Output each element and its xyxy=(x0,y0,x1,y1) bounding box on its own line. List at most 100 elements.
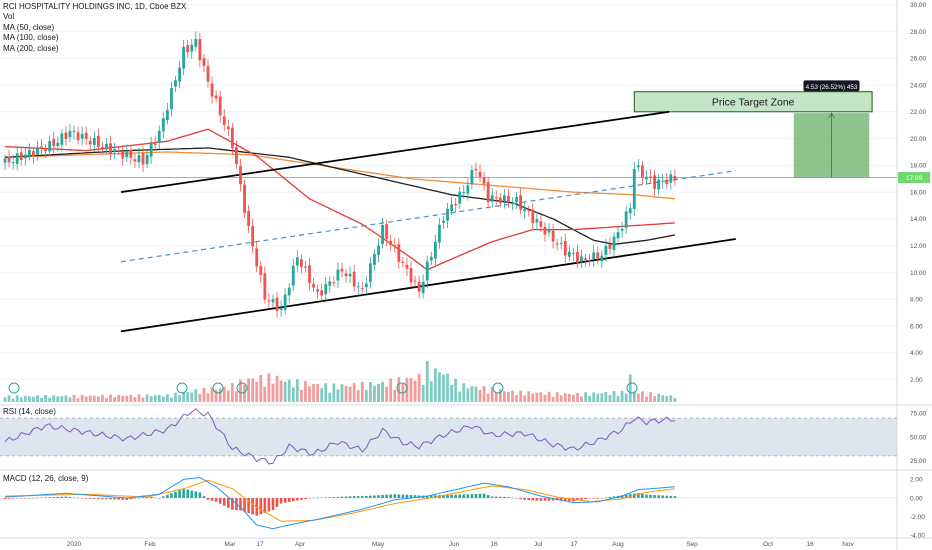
macd-histogram-bar xyxy=(661,495,665,498)
price-tick-label: 18.00 xyxy=(910,163,927,170)
channel-upper-line[interactable] xyxy=(120,110,670,194)
volume-bar xyxy=(283,381,287,402)
event-marker-icon[interactable] xyxy=(492,382,504,394)
volume-bar xyxy=(612,391,616,402)
volume-bar xyxy=(88,395,92,402)
last-price-badge xyxy=(898,172,930,184)
macd-histogram-bar xyxy=(64,496,68,498)
macd-histogram-bar xyxy=(117,497,120,500)
volume-bar xyxy=(210,387,214,402)
volume-bar xyxy=(442,374,445,402)
macd-histogram-bar xyxy=(263,497,267,513)
candle-body xyxy=(413,280,417,282)
candle-body xyxy=(243,184,246,213)
candle-body xyxy=(632,169,636,210)
last-price-badge-label: 17.09 xyxy=(906,175,923,182)
volume-bar xyxy=(624,393,628,402)
macd-histogram-bar xyxy=(15,497,19,499)
volume-bar xyxy=(198,394,202,402)
candle-body xyxy=(628,208,632,214)
channel-lower-line[interactable] xyxy=(120,238,736,333)
macd-histogram-bar xyxy=(56,496,60,498)
volume-bar xyxy=(604,392,608,402)
macd-histogram-bar xyxy=(624,494,628,498)
price-tick-label: 8.00 xyxy=(910,297,923,304)
candle-body xyxy=(178,67,181,82)
candle-body xyxy=(7,156,11,163)
price-tick-label: 14.00 xyxy=(910,216,927,223)
macd-histogram-bar xyxy=(413,495,417,498)
macd-histogram-bar xyxy=(149,497,153,498)
volume-histogram xyxy=(3,360,677,402)
volume-bar xyxy=(494,392,498,402)
volume-bar xyxy=(141,397,145,402)
volume-bar xyxy=(628,374,632,402)
candle-body xyxy=(588,260,592,262)
event-marker-icon[interactable] xyxy=(626,382,638,394)
candle-body xyxy=(624,211,628,228)
volume-bar xyxy=(182,391,186,402)
date-tick-label: 2020 xyxy=(67,541,82,548)
price-tick-label: 22.00 xyxy=(910,109,927,116)
macd-histogram-bar xyxy=(657,495,660,498)
candle-body xyxy=(320,290,324,296)
macd-histogram-bar xyxy=(24,497,27,499)
volume-bar xyxy=(80,394,84,402)
candle-body xyxy=(474,168,478,171)
event-marker-icon[interactable] xyxy=(8,382,20,394)
volume-bar xyxy=(255,381,259,402)
volume-bar xyxy=(482,386,486,402)
candle-body xyxy=(421,281,425,294)
macd-histogram-bar xyxy=(308,497,311,499)
price-target-zone-box[interactable] xyxy=(633,91,873,113)
volume-bar xyxy=(352,383,356,402)
candle-body xyxy=(60,133,64,145)
macd-histogram-bar xyxy=(198,492,202,498)
macd-histogram-bar xyxy=(377,495,380,498)
price-channel[interactable] xyxy=(120,110,736,333)
price-tick-label: 6.00 xyxy=(910,323,923,330)
macd-histogram-bar xyxy=(28,497,31,499)
volume-bar xyxy=(76,398,80,402)
legend-ma50: MA (50, close) xyxy=(3,22,55,32)
volume-bar xyxy=(539,392,543,402)
candle-body xyxy=(442,220,445,223)
candle-body xyxy=(299,259,303,267)
price-tick-label: 30.00 xyxy=(910,2,927,9)
measure-tag xyxy=(803,80,860,92)
volume-bar xyxy=(11,398,15,402)
candle-body xyxy=(563,241,567,256)
event-marker-icon[interactable] xyxy=(212,382,224,394)
volume-bar xyxy=(222,386,226,402)
candle-body xyxy=(389,240,393,245)
event-marker-icon[interactable] xyxy=(396,382,408,394)
volume-bar xyxy=(397,377,401,402)
channel-midline[interactable] xyxy=(120,170,736,263)
macd-histogram-bar xyxy=(547,497,551,501)
macd-histogram-bar xyxy=(494,496,498,498)
candle-body xyxy=(458,191,462,204)
candle-body xyxy=(259,265,263,276)
macd-tick-label: 0.00 xyxy=(910,495,923,502)
macd-histogram-bar xyxy=(348,496,352,498)
price-target-zone[interactable]: Price Target Zone 4.53 (26.52%) 453 xyxy=(0,80,897,179)
macd-histogram-bar xyxy=(507,497,510,498)
measure-arrow-icon xyxy=(828,112,835,119)
macd-histogram-bar xyxy=(336,496,340,498)
volume-bar xyxy=(543,394,547,402)
event-marker-icon[interactable] xyxy=(236,382,248,394)
volume-bar xyxy=(567,393,571,402)
candle-body xyxy=(381,225,384,244)
candle-body xyxy=(425,261,429,281)
macd-histogram-bar xyxy=(300,497,303,500)
volume-bar xyxy=(474,386,478,402)
macd-histogram-bar xyxy=(551,497,555,501)
volume-bar xyxy=(299,389,303,402)
event-marker-icon[interactable] xyxy=(176,382,188,394)
macd-histogram-bar xyxy=(32,497,35,499)
candle-body xyxy=(239,166,242,185)
volume-bar xyxy=(271,383,275,402)
chart-title: RCI HOSPITALITY HOLDINGS INC, 1D, Cboe B… xyxy=(3,2,187,11)
date-tick-label: May xyxy=(372,541,385,548)
